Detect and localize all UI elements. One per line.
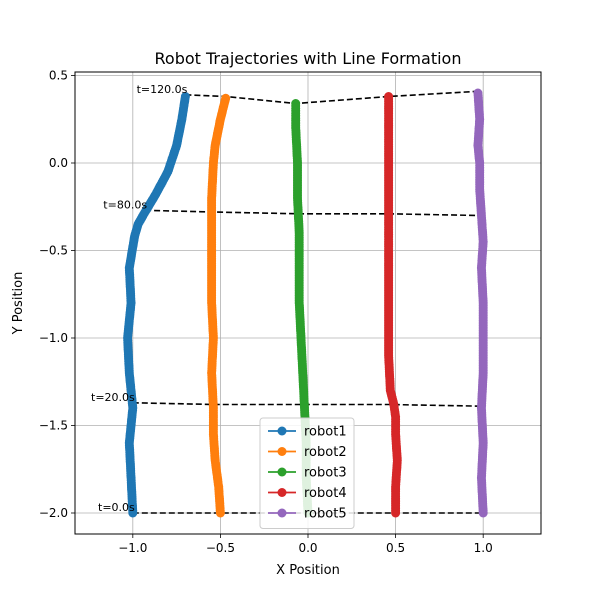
chart-title: Robot Trajectories with Line Formation — [155, 49, 462, 68]
y-axis-ticks: 0.5 0.0 −0.5 −1.0 −1.5 −2.0 — [39, 69, 75, 520]
data-point — [180, 92, 190, 101]
data-point — [473, 88, 483, 98]
legend-label: robot5 — [304, 507, 347, 522]
legend-label: robot3 — [304, 466, 347, 481]
legend-marker — [277, 467, 287, 477]
legend-item: robot1 — [268, 425, 347, 440]
series-robot2 — [207, 93, 231, 518]
legend-marker — [277, 488, 287, 497]
legend-item: robot3 — [268, 466, 347, 481]
legend-marker — [277, 508, 287, 518]
legend-marker — [277, 426, 287, 436]
y-tick-label: −0.5 — [39, 244, 68, 258]
y-tick-label: 0.0 — [49, 156, 68, 170]
y-tick-label: −1.0 — [39, 331, 68, 345]
data-point — [291, 99, 301, 108]
data-point — [384, 92, 394, 101]
x-axis-label: X Position — [276, 563, 340, 578]
time-label: t=20.0s — [91, 391, 135, 404]
x-tick-label: 1.0 — [474, 541, 493, 555]
time-label: t=0.0s — [98, 501, 135, 514]
legend-label: robot4 — [304, 486, 347, 501]
legend-label: robot2 — [304, 445, 347, 460]
y-tick-label: −1.5 — [39, 419, 68, 433]
x-tick-label: 0.5 — [386, 541, 405, 555]
series-robot5 — [473, 88, 488, 518]
y-tick-label: 0.5 — [49, 69, 68, 83]
series-group — [123, 88, 488, 518]
time-label: t=80.0s — [103, 198, 147, 211]
legend-marker — [277, 447, 287, 456]
y-axis-label: Y Position — [11, 272, 26, 336]
time-label: t=120.0s — [137, 83, 188, 96]
legend-item: robot5 — [268, 507, 347, 522]
series-line — [126, 96, 187, 514]
legend-item: robot4 — [268, 486, 347, 501]
time-annotations: t=0.0s t=20.0s t=80.0s t=120.0s — [91, 83, 188, 514]
legend-box — [259, 417, 355, 529]
data-point — [221, 93, 231, 103]
series-robot4 — [384, 92, 402, 518]
x-axis-ticks: −1.0 −0.5 0.0 0.5 1.0 — [118, 534, 493, 555]
x-tick-label: 0.0 — [298, 541, 317, 555]
formation-line — [145, 209, 480, 217]
legend-label: robot1 — [304, 425, 347, 440]
legend: robot1 robot2 robot3 robot4 robot5 — [259, 417, 355, 529]
legend-item: robot2 — [268, 445, 347, 460]
x-tick-label: −0.5 — [206, 541, 235, 555]
series-robot1 — [123, 92, 190, 518]
y-tick-label: −2.0 — [39, 506, 68, 520]
x-tick-label: −1.0 — [118, 541, 147, 555]
formation-line — [132, 402, 484, 407]
